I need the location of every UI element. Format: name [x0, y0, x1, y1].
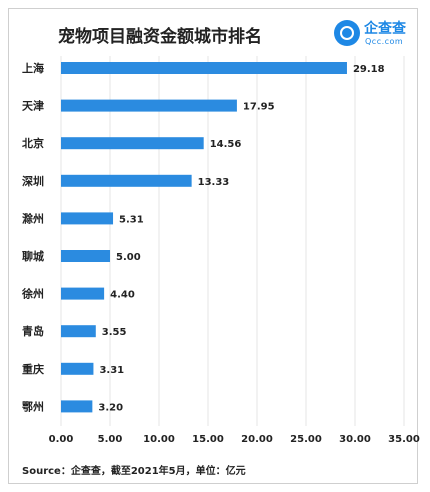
value-label: 3.31 [99, 365, 124, 376]
bar [61, 212, 114, 225]
category-label: 青岛 [22, 324, 44, 338]
category-label: 深圳 [22, 174, 44, 188]
bar [61, 174, 192, 187]
bar [61, 287, 105, 300]
value-labels: 29.18 17.95 14.56 13.33 5.31 5.00 4.40 3.55 3.31… [98, 64, 384, 413]
x-axis-ticks: 0.00 5.00 10.00 15.00 20.00 25.00 30.00 35.00 [49, 434, 420, 445]
value-label: 13.33 [198, 177, 230, 188]
bar [61, 137, 204, 150]
x-tick-label: 0.00 [49, 434, 74, 445]
bar [61, 250, 110, 262]
category-label: 重庆 [22, 362, 44, 376]
value-label: 3.55 [102, 327, 127, 338]
value-label: 3.20 [98, 402, 123, 413]
brand-logo: 企查查 Qcc.com [334, 18, 418, 52]
bar [61, 400, 93, 413]
value-label: 5.31 [119, 214, 144, 225]
bars [61, 62, 347, 413]
category-label: 徐州 [21, 287, 44, 301]
value-label: 29.18 [353, 64, 385, 75]
bar [61, 62, 347, 74]
bar [61, 99, 237, 112]
category-label: 鄂州 [22, 399, 44, 413]
x-tick-label: 25.00 [290, 434, 322, 445]
value-label: 17.95 [243, 102, 275, 113]
category-label: 聊城 [22, 249, 44, 263]
value-label: 4.40 [110, 290, 135, 301]
source-note: Source：企查查，截至2021年5月，单位：亿元 [22, 466, 246, 477]
x-tick-label: 5.00 [98, 434, 123, 445]
chart-title: 宠物项目融资金额城市排名 [58, 27, 262, 47]
x-tick-label: 15.00 [192, 434, 224, 445]
x-tick-label: 30.00 [339, 434, 371, 445]
bar [61, 325, 96, 338]
brand-name: 企查查 [364, 21, 406, 37]
category-label: 天津 [22, 99, 44, 113]
bar [61, 362, 94, 375]
x-tick-label: 20.00 [241, 434, 273, 445]
category-label: 滁州 [22, 211, 44, 225]
magnifier-icon [334, 20, 360, 46]
value-label: 5.00 [116, 252, 141, 263]
x-tick-label: 10.00 [143, 434, 175, 445]
x-tick-label: 35.00 [388, 434, 420, 445]
category-label: 北京 [22, 136, 44, 150]
value-label: 14.56 [210, 139, 242, 150]
category-label: 上海 [22, 61, 44, 75]
brand-subtitle: Qcc.com [365, 37, 404, 46]
